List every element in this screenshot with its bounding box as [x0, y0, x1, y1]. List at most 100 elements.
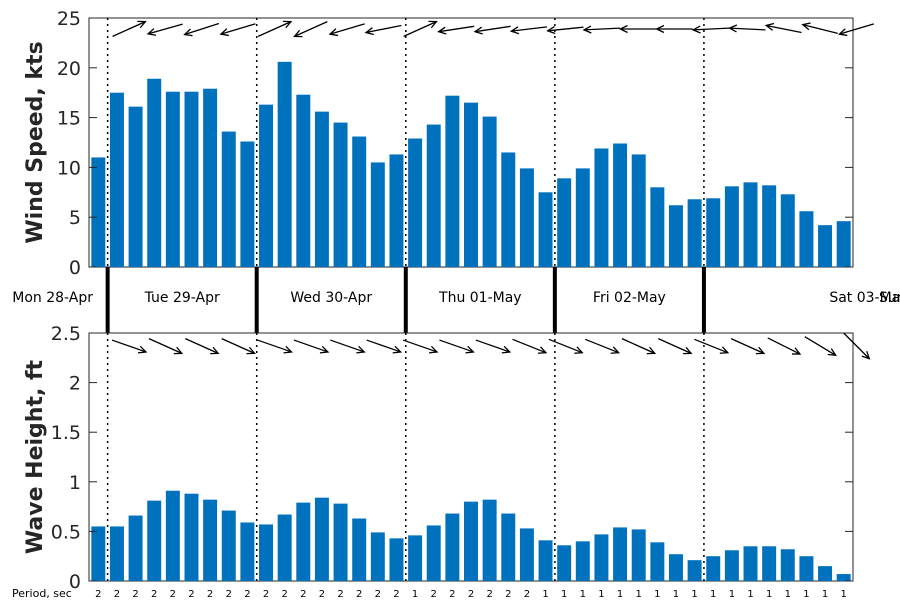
wave-direction-arrow-shaft [730, 338, 765, 354]
wave-height-bar [594, 534, 609, 581]
wind-speed-bar [836, 221, 851, 267]
wave-height-bar [91, 526, 106, 581]
wave-direction-arrow [148, 338, 184, 355]
wind-direction-arrow-shaft [802, 24, 838, 34]
wind-direction-arrow-shaft [220, 23, 256, 35]
wind-direction-arrow [219, 23, 256, 37]
wave-direction-arrow [330, 339, 366, 354]
wind-speed-bar [631, 154, 646, 267]
period-value: 2 [207, 589, 213, 600]
wave-direction-arrow-head [356, 345, 366, 354]
wave-height-bar [184, 493, 199, 581]
wind-direction-arrow [403, 20, 438, 37]
period-value: 2 [188, 589, 194, 600]
wave-direction-arrow-shaft [475, 339, 511, 353]
wind-direction-arrow-head [437, 26, 447, 35]
wind-direction-arrow-shaft [511, 26, 548, 32]
period-value: 1 [729, 589, 735, 600]
wind-direction-arrow [691, 25, 730, 34]
wind-speed-bar [538, 192, 553, 267]
wave-direction-arrow-head [246, 346, 256, 355]
wave-height-bar [128, 515, 143, 581]
wind-direction-arrow [293, 21, 328, 38]
wave-direction-arrow-shaft [621, 338, 656, 354]
wave-direction-arrow-shaft [804, 336, 837, 356]
wave-height-bar [109, 526, 124, 581]
wind-speed-tick-label: 20 [57, 58, 81, 80]
wave-direction-arrow-head [646, 346, 657, 355]
wind-speed-bar [109, 92, 124, 267]
wave-height-bar [259, 524, 274, 581]
day-label: Thu 01-May [438, 290, 522, 306]
wave-direction-arrow-shaft [584, 338, 619, 354]
wind-speed-bar [221, 131, 236, 267]
period-value: 2 [281, 589, 287, 600]
period-value: 2 [114, 589, 120, 600]
wind-direction-arrow-shaft [839, 23, 875, 35]
wave-height-bar [631, 529, 646, 581]
wind-direction-arrow-shaft [438, 25, 475, 33]
wave-direction-arrow [694, 338, 730, 354]
wind-direction-arrow [146, 23, 183, 36]
wind-direction-arrow-head [764, 22, 775, 31]
wave-direction-arrow-shaft [148, 338, 183, 354]
wind-direction-arrow-head [473, 26, 483, 35]
period-value: 2 [375, 589, 381, 600]
wave-direction-arrow-shaft [767, 337, 801, 355]
wind-direction-arrow [764, 22, 802, 34]
wind-speed-tick-label: 15 [57, 108, 81, 130]
wave-direction-arrow-head [392, 345, 403, 354]
wind-speed-yticks: 0 5 10 15 20 25 [57, 8, 853, 279]
wave-direction-arrow-shaft [221, 338, 255, 354]
period-value: 1 [654, 589, 660, 600]
wind-direction-arrow [618, 24, 657, 34]
wave-direction-arrow-shaft [843, 332, 870, 360]
period-value: 1 [710, 589, 716, 600]
wind-speed-tick-label: 10 [57, 157, 81, 179]
wave-direction-arrow-head [501, 345, 512, 354]
wind-direction-arrow-shaft [693, 27, 730, 31]
wave-height-bar [557, 545, 572, 581]
wave-height-bar [799, 556, 814, 581]
wind-direction-arrow-head [655, 24, 665, 34]
wave-direction-arrow-head [210, 346, 220, 355]
wave-height-bar [687, 560, 702, 581]
wave-height-panel: 0 0.5 1 1.5 2 2.5 Wave Height, ft [23, 323, 871, 593]
wave-height-bar [370, 532, 385, 581]
wind-speed-bar [818, 225, 833, 267]
wind-direction-arrow-head [801, 22, 811, 31]
period-value: 1 [598, 589, 604, 600]
wind-speed-bar [594, 148, 609, 267]
wind-direction-arrow [257, 20, 293, 37]
wave-direction-arrow-shaft [293, 339, 329, 353]
wave-direction-arrow [584, 338, 621, 354]
period-value: 1 [840, 589, 846, 600]
wave-direction-arrow-head [683, 346, 693, 355]
wind-speed-bar [277, 61, 292, 267]
wind-direction-arrow-shaft [147, 23, 183, 35]
wave-height-bar [724, 550, 739, 581]
wave-direction-arrow [221, 338, 256, 355]
period-value: 2 [505, 589, 511, 600]
wave-direction-arrow [843, 332, 871, 360]
period-value: 1 [822, 589, 828, 600]
wind-direction-arrow-shaft [729, 27, 766, 31]
day-label: Wed 30-Apr [290, 290, 372, 306]
wave-direction-arrow [548, 338, 584, 354]
wave-height-tick-label: 2.5 [51, 323, 81, 345]
wind-direction-arrow [655, 24, 693, 34]
wind-speed-bar [519, 168, 534, 267]
wind-speed-bar [352, 136, 367, 267]
wind-direction-arrow-shaft [583, 27, 620, 31]
period-value: 2 [170, 589, 176, 600]
period-value: 1 [580, 589, 586, 600]
wind-direction-arrow-shaft [547, 26, 584, 32]
wind-direction-arrow [837, 23, 875, 37]
wave-height-bar [445, 513, 460, 581]
wave-direction-arrow [439, 339, 475, 354]
wind-speed-bar [333, 122, 348, 267]
wind-direction-arrow-head [582, 25, 592, 34]
period-value: 2 [263, 589, 269, 600]
wind-speed-bar [203, 88, 218, 267]
wave-direction-arrow-shaft [111, 339, 147, 353]
